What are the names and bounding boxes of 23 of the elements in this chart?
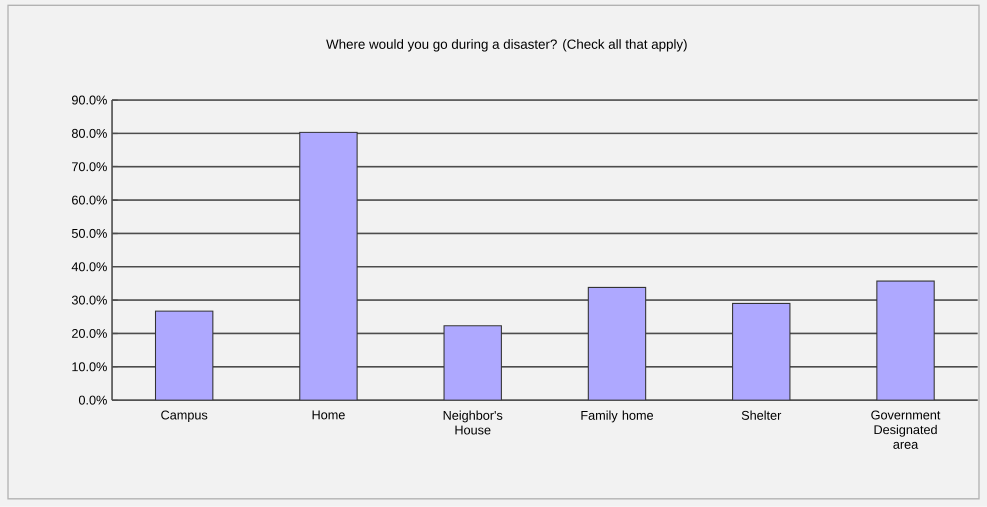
x-tick-label: Neighbor's House bbox=[444, 410, 502, 435]
x-tick-label: Campus bbox=[161, 410, 208, 422]
y-tick-label: 70.0% bbox=[72, 162, 107, 172]
x-tick-label: Shelter bbox=[742, 410, 782, 420]
bar bbox=[588, 286, 646, 400]
y-tick-label: 10.0% bbox=[72, 362, 107, 372]
bar bbox=[876, 280, 935, 400]
x-tick-label: Family home bbox=[581, 410, 654, 422]
bar bbox=[299, 132, 358, 400]
x-tick-label: Government Designated area bbox=[871, 410, 940, 449]
y-tick-label: 90.0% bbox=[72, 96, 107, 105]
bar bbox=[154, 310, 214, 400]
y-tick-label: 20.0% bbox=[72, 329, 107, 338]
y-tick-label: 0.0% bbox=[78, 396, 107, 405]
chart-title: Where would you go during a disaster? (Check all that apply) bbox=[326, 39, 687, 52]
y-tick-label: 40.0% bbox=[72, 262, 107, 272]
y-tick-label: 80.0% bbox=[72, 128, 107, 138]
y-tick-label: 30.0% bbox=[72, 296, 107, 305]
y-tick-label: 50.0% bbox=[72, 229, 107, 238]
bar bbox=[444, 325, 502, 400]
x-tick-label: Home bbox=[312, 410, 345, 420]
bar bbox=[732, 302, 790, 400]
y-tick-label: 60.0% bbox=[72, 196, 107, 205]
